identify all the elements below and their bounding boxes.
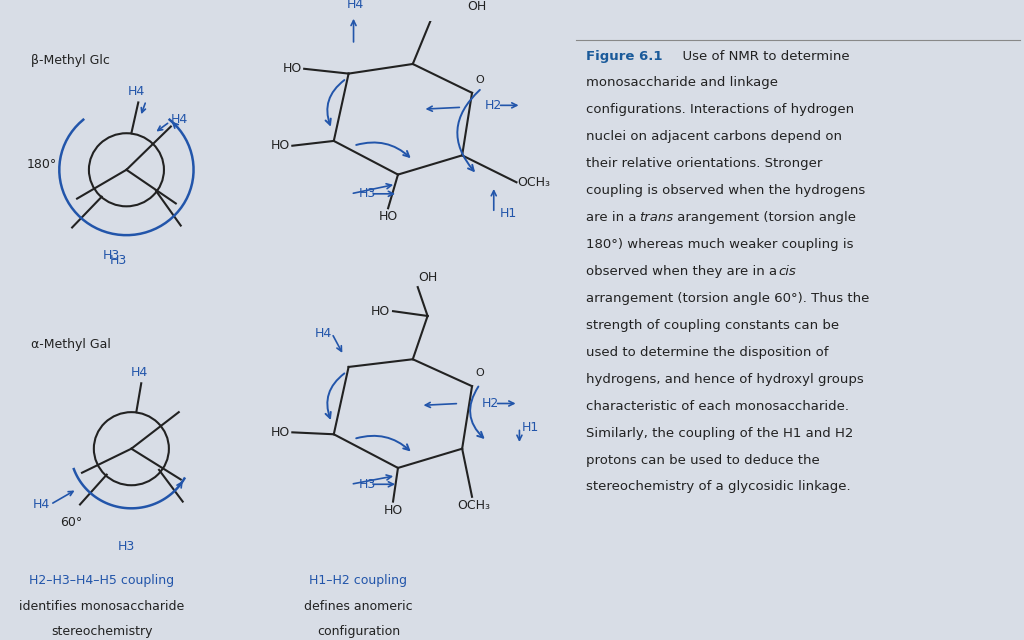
Text: their relative orientations. Stronger: their relative orientations. Stronger (586, 157, 822, 170)
Text: H4: H4 (171, 113, 188, 126)
Text: protons can be used to deduce the: protons can be used to deduce the (586, 454, 819, 467)
Text: OH: OH (467, 0, 486, 13)
Text: α-Methyl Gal: α-Methyl Gal (31, 338, 111, 351)
Text: used to determine the disposition of: used to determine the disposition of (586, 346, 828, 359)
Text: hydrogens, and hence of hydroxyl groups: hydrogens, and hence of hydroxyl groups (586, 372, 863, 386)
Text: H1: H1 (500, 207, 517, 220)
Text: Similarly, the coupling of the H1 and H2: Similarly, the coupling of the H1 and H2 (586, 427, 853, 440)
Text: H3: H3 (118, 540, 135, 553)
Text: Figure 6.1: Figure 6.1 (586, 49, 663, 63)
Text: 60°: 60° (60, 516, 83, 529)
Text: stereochemistry: stereochemistry (51, 625, 153, 637)
Text: 180°) whereas much weaker coupling is: 180°) whereas much weaker coupling is (586, 238, 853, 251)
Text: configuration: configuration (316, 625, 400, 637)
Text: H3: H3 (103, 249, 120, 262)
Text: 180°: 180° (27, 159, 57, 172)
Text: H3: H3 (110, 255, 127, 268)
Text: OCH₃: OCH₃ (517, 176, 551, 189)
Text: defines anomeric: defines anomeric (304, 600, 413, 612)
Text: HO: HO (283, 62, 302, 76)
Text: monosaccharide and linkage: monosaccharide and linkage (586, 77, 777, 90)
Text: are in a: are in a (586, 211, 640, 224)
Text: H2: H2 (485, 99, 502, 112)
Text: H2: H2 (482, 397, 499, 410)
Text: H4: H4 (347, 0, 365, 11)
Text: H4: H4 (314, 327, 332, 340)
Text: Use of NMR to determine: Use of NMR to determine (675, 49, 850, 63)
Text: observed when they are in a: observed when they are in a (586, 265, 781, 278)
Text: cis: cis (778, 265, 797, 278)
Text: H3: H3 (358, 188, 376, 200)
Text: stereochemistry of a glycosidic linkage.: stereochemistry of a glycosidic linkage. (586, 481, 850, 493)
Text: nuclei on adjacent carbons depend on: nuclei on adjacent carbons depend on (586, 131, 842, 143)
Text: arrangement (torsion angle 60°). Thus the: arrangement (torsion angle 60°). Thus th… (586, 292, 869, 305)
Text: H4: H4 (131, 367, 147, 380)
Text: O: O (475, 75, 483, 85)
Text: HO: HO (379, 210, 397, 223)
Text: coupling is observed when the hydrogens: coupling is observed when the hydrogens (586, 184, 865, 197)
Text: characteristic of each monosaccharide.: characteristic of each monosaccharide. (586, 399, 849, 413)
Text: configurations. Interactions of hydrogen: configurations. Interactions of hydrogen (586, 104, 854, 116)
Text: O: O (475, 369, 483, 378)
Text: H1–H2 coupling: H1–H2 coupling (309, 573, 408, 587)
Text: H2–H3–H4–H5 coupling: H2–H3–H4–H5 coupling (29, 573, 174, 587)
Text: HO: HO (271, 426, 291, 439)
Text: H4: H4 (128, 84, 145, 98)
Text: β-Methyl Glc: β-Methyl Glc (31, 54, 110, 67)
Text: H4: H4 (33, 498, 50, 511)
Text: OCH₃: OCH₃ (458, 499, 490, 512)
Text: OH: OH (418, 271, 437, 284)
Text: HO: HO (271, 140, 291, 152)
Text: arangement (torsion angle: arangement (torsion angle (674, 211, 856, 224)
Text: identifies monosaccharide: identifies monosaccharide (19, 600, 184, 612)
Text: H3: H3 (358, 478, 376, 491)
Text: H1: H1 (521, 421, 539, 434)
Text: HO: HO (383, 504, 402, 518)
Text: strength of coupling constants can be: strength of coupling constants can be (586, 319, 839, 332)
Text: HO: HO (371, 305, 390, 317)
Text: trans: trans (640, 211, 674, 224)
